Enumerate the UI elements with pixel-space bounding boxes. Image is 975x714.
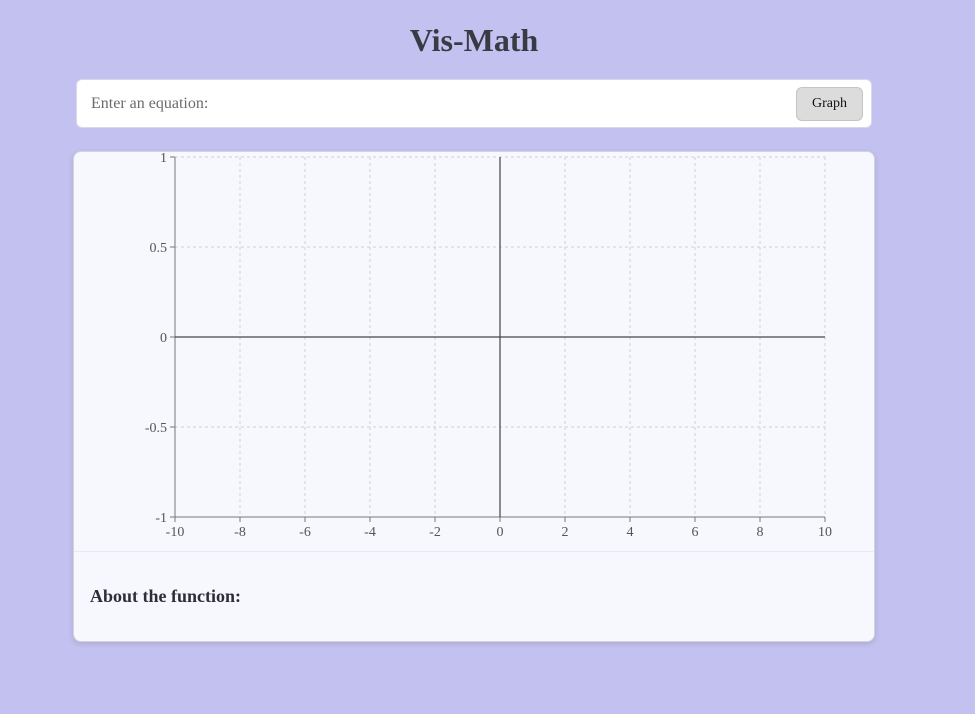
x-tick-label: 0 xyxy=(497,525,504,540)
graph-card: -10 -8 -6 -4 -2 0 2 4 6 8 10 1 0.5 0 -0.5 -1 About the … xyxy=(73,151,875,642)
x-tick-label: -10 xyxy=(166,525,185,540)
x-tick-label: -6 xyxy=(299,525,311,540)
equation-bar: Graph xyxy=(76,79,872,128)
x-tick-label: 4 xyxy=(627,525,634,540)
ticks-layer: -10 -8 -6 -4 -2 0 2 4 6 8 10 1 0.5 0 -0.5 -1 xyxy=(145,152,832,540)
equation-input[interactable] xyxy=(85,86,797,122)
y-tick-label: -0.5 xyxy=(145,421,167,436)
graph-plot[interactable]: -10 -8 -6 -4 -2 0 2 4 6 8 10 1 0.5 0 -0.5 -1 xyxy=(74,152,874,552)
x-tick-label: -8 xyxy=(234,525,246,540)
page-title: Vis-Math xyxy=(409,22,539,58)
y-tick-label: 1 xyxy=(160,152,167,166)
axes-layer xyxy=(174,157,825,518)
y-tick-label: 0 xyxy=(160,331,167,346)
graph-button[interactable]: Graph xyxy=(796,87,863,121)
x-tick-label: -4 xyxy=(364,525,376,540)
y-tick-label: -1 xyxy=(155,511,167,526)
x-tick-label: -2 xyxy=(429,525,441,540)
card-divider xyxy=(74,551,874,552)
x-tick-label: 2 xyxy=(562,525,569,540)
x-tick-label: 10 xyxy=(818,525,832,540)
x-tick-label: 6 xyxy=(692,525,699,540)
about-heading: About the function: xyxy=(90,586,242,606)
x-tick-label: 8 xyxy=(757,525,764,540)
y-tick-label: 0.5 xyxy=(150,241,168,256)
